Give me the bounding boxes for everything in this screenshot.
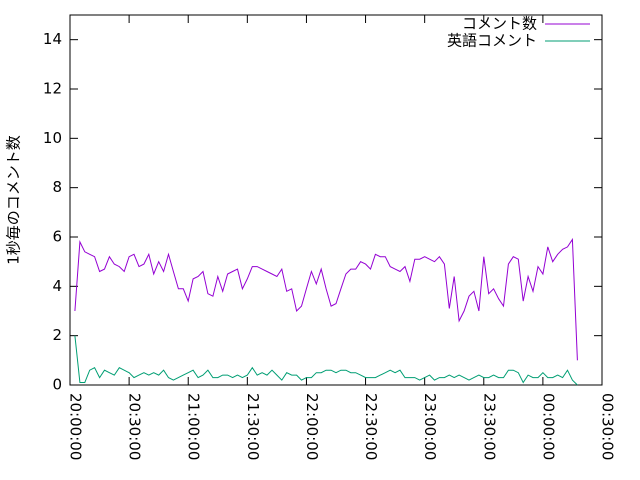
x-tick-label: 23:30:00	[480, 393, 498, 460]
y-tick-label: 12	[43, 80, 62, 98]
x-tick-label: 21:00:00	[185, 393, 203, 460]
y-tick-label: 14	[43, 30, 62, 48]
x-tick-label: 23:00:00	[421, 393, 439, 460]
x-tick-label: 21:30:00	[244, 393, 262, 460]
y-tick-label: 6	[52, 228, 62, 246]
x-tick-label: 22:00:00	[303, 393, 321, 460]
legend-label: 英語コメント	[447, 32, 537, 50]
y-tick-label: 10	[43, 129, 62, 147]
series-line	[74, 335, 578, 386]
plot-border	[69, 14, 603, 386]
y-tick-label: 0	[52, 376, 62, 394]
series-line	[74, 237, 578, 361]
y-tick-label: 2	[52, 326, 62, 344]
y-tick-label: 8	[52, 178, 62, 196]
x-tick-label: 20:30:00	[126, 393, 144, 460]
x-tick-label: 00:30:00	[599, 393, 617, 460]
legend-label: コメント数	[462, 15, 537, 33]
y-axis-label: 1秒毎のコメント数	[5, 135, 23, 265]
x-tick-label: 20:00:00	[67, 393, 85, 460]
x-tick-label: 00:00:00	[539, 393, 557, 460]
x-tick-label: 22:30:00	[362, 393, 380, 460]
y-tick-label: 4	[52, 277, 62, 295]
